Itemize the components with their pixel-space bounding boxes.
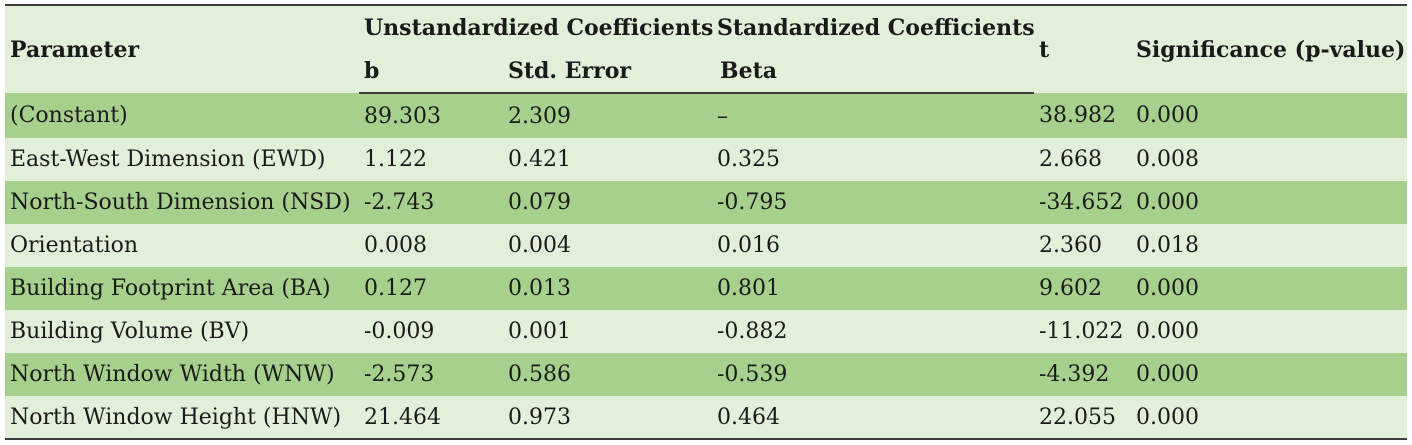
cell-beta: 0.464 <box>712 396 1034 440</box>
header-unstandardized-coefficients: Unstandardized Coefficients <box>359 5 713 50</box>
cell-significance: 0.000 <box>1131 181 1407 224</box>
table-row: North-South Dimension (NSD) -2.743 0.079 -0… <box>5 181 1407 224</box>
cell-significance: 0.000 <box>1131 267 1407 310</box>
cell-b: -2.743 <box>359 181 503 224</box>
cell-beta: -0.539 <box>712 353 1034 396</box>
cell-parameter: East-West Dimension (EWD) <box>5 138 359 181</box>
cell-parameter: North Window Height (HNW) <box>5 396 359 440</box>
cell-b: -0.009 <box>359 310 503 353</box>
cell-b: 0.127 <box>359 267 503 310</box>
cell-t: -34.652 <box>1034 181 1131 224</box>
cell-significance: 0.000 <box>1131 396 1407 440</box>
cell-t: 2.360 <box>1034 224 1131 267</box>
cell-beta: 0.325 <box>712 138 1034 181</box>
table-row: Building Volume (BV) -0.009 0.001 -0.882 -11… <box>5 310 1407 353</box>
cell-std-error: 0.973 <box>503 396 712 440</box>
cell-std-error: 0.586 <box>503 353 712 396</box>
cell-b: 89.303 <box>359 93 503 138</box>
header-beta: Beta <box>712 50 1034 94</box>
table-row: North Window Width (WNW) -2.573 0.586 -0.53… <box>5 353 1407 396</box>
cell-std-error: 2.309 <box>503 93 712 138</box>
cell-std-error: 0.001 <box>503 310 712 353</box>
cell-beta: -0.795 <box>712 181 1034 224</box>
header-row-top: Parameter Unstandardized Coefficients St… <box>5 5 1407 93</box>
table-row: East-West Dimension (EWD) 1.122 0.421 0.325… <box>5 138 1407 181</box>
cell-t: 22.055 <box>1034 396 1131 440</box>
cell-significance: 0.000 <box>1131 310 1407 353</box>
cell-b: 0.008 <box>359 224 503 267</box>
regression-coefficients-table-wrapper: Parameter Unstandardized Coefficients St… <box>5 4 1407 440</box>
cell-significance: 0.000 <box>1131 353 1407 396</box>
table-body: (Constant) 89.303 2.309–38.982 0.000 East-We… <box>5 93 1407 440</box>
cell-b: 1.122 <box>359 138 503 181</box>
cell-significance: 0.008 <box>1131 138 1407 181</box>
cell-std-error: 0.004 <box>503 224 712 267</box>
cell-beta: 0.801 <box>712 267 1034 310</box>
header-parameter: Parameter <box>5 5 359 93</box>
cell-parameter: (Constant) <box>5 93 359 138</box>
cell-beta: – <box>712 93 1034 138</box>
header-t: t <box>1034 5 1131 93</box>
cell-beta: -0.882 <box>712 310 1034 353</box>
cell-parameter: Building Footprint Area (BA) <box>5 267 359 310</box>
header-significance: Significance (p-value) <box>1131 5 1407 93</box>
header-standardized-coefficients: Standardized Coefficients <box>712 5 1035 50</box>
header-std-error: Std. Error <box>503 50 712 94</box>
header-row-sub: b Std. Error Beta <box>5 50 1407 94</box>
cell-t: -11.022 <box>1034 310 1131 353</box>
table-row: Orientation 0.008 0.004 0.016 2.360 0.018 <box>5 224 1407 267</box>
cell-parameter: North Window Width (WNW) <box>5 353 359 396</box>
cell-significance: 0.018 <box>1131 224 1407 267</box>
cell-std-error: 0.013 <box>503 267 712 310</box>
cell-std-error: 0.421 <box>503 138 712 181</box>
cell-t: -4.392 <box>1034 353 1131 396</box>
table-row: North Window Height (HNW) 21.464 0.973 0.46… <box>5 396 1407 440</box>
cell-parameter: Building Volume (BV) <box>5 310 359 353</box>
cell-b: 21.464 <box>359 396 503 440</box>
table-row: Building Footprint Area (BA) 0.127 0.013 0.… <box>5 267 1407 310</box>
cell-t: 9.602 <box>1034 267 1131 310</box>
header-b: b <box>359 50 503 94</box>
cell-parameter: Orientation <box>5 224 359 267</box>
table-row: (Constant) 89.303 2.309–38.982 0.000 <box>5 93 1407 138</box>
regression-coefficients-table: Parameter Unstandardized Coefficients St… <box>5 4 1407 440</box>
cell-parameter: North-South Dimension (NSD) <box>5 181 359 224</box>
table-header: Parameter Unstandardized Coefficients St… <box>5 5 1407 94</box>
cell-t: 38.982 <box>1034 93 1131 138</box>
cell-beta: 0.016 <box>712 224 1034 267</box>
cell-b: -2.573 <box>359 353 503 396</box>
cell-t: 2.668 <box>1034 138 1131 181</box>
cell-std-error: 0.079 <box>503 181 712 224</box>
cell-significance: 0.000 <box>1131 93 1407 138</box>
